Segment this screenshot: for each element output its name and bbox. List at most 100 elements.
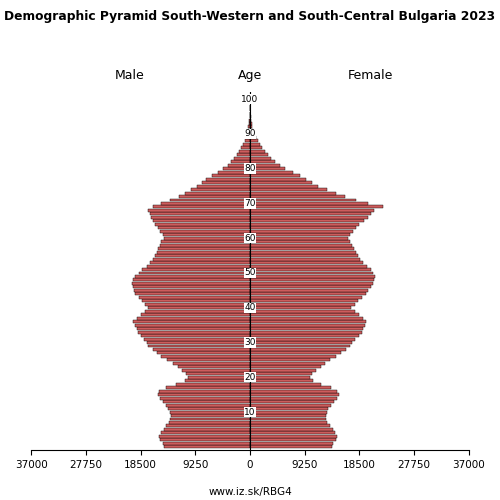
Bar [166, 404, 250, 406]
Text: 80: 80 [244, 164, 256, 173]
Bar [250, 380, 312, 382]
Bar [179, 195, 250, 198]
Bar [156, 250, 250, 254]
Bar [250, 428, 332, 431]
Bar [250, 313, 358, 316]
Bar [191, 188, 250, 191]
Text: 30: 30 [244, 338, 256, 347]
Bar [250, 160, 276, 163]
Bar [158, 247, 250, 250]
Bar [250, 223, 360, 226]
Bar [133, 286, 250, 288]
Bar [168, 358, 250, 362]
Bar [171, 414, 250, 417]
Bar [241, 146, 250, 150]
Bar [250, 414, 326, 417]
Bar [250, 320, 366, 323]
Text: 90: 90 [244, 130, 256, 138]
Text: 10: 10 [244, 408, 256, 416]
Bar [148, 306, 250, 309]
Bar [250, 306, 351, 309]
Bar [164, 428, 250, 431]
Bar [197, 184, 250, 188]
Bar [250, 286, 370, 288]
Bar [250, 300, 358, 302]
Bar [250, 330, 362, 334]
Bar [250, 261, 364, 264]
Bar [250, 324, 365, 326]
Bar [152, 206, 250, 208]
Bar [162, 442, 250, 445]
Bar [250, 386, 331, 389]
Text: 50: 50 [244, 268, 256, 278]
Bar [166, 424, 250, 428]
Bar [243, 143, 250, 146]
Bar [250, 154, 268, 156]
Bar [150, 261, 250, 264]
Bar [250, 195, 344, 198]
Bar [162, 240, 250, 243]
Bar [188, 376, 250, 379]
Bar [250, 358, 330, 362]
Bar [250, 372, 312, 376]
Bar [164, 236, 250, 240]
Bar [250, 122, 252, 125]
Bar [145, 303, 250, 306]
Bar [250, 209, 374, 212]
Bar [162, 202, 250, 205]
Bar [250, 289, 368, 292]
Bar [250, 184, 318, 188]
Bar [250, 410, 327, 414]
Bar [144, 338, 250, 340]
Bar [250, 268, 370, 271]
Text: www.iz.sk/RBG4: www.iz.sk/RBG4 [208, 487, 292, 497]
Bar [250, 146, 262, 150]
Bar [158, 226, 250, 230]
Bar [159, 390, 250, 392]
Bar [132, 282, 250, 285]
Bar [146, 341, 250, 344]
Bar [250, 432, 335, 434]
Bar [250, 341, 352, 344]
Bar [250, 407, 328, 410]
Bar [170, 198, 250, 202]
Bar [160, 244, 250, 246]
Bar [150, 216, 250, 219]
Bar [150, 212, 250, 216]
Bar [250, 198, 356, 202]
Bar [250, 240, 350, 243]
Bar [240, 150, 250, 153]
Bar [176, 382, 250, 386]
Bar [250, 393, 338, 396]
Bar [169, 421, 250, 424]
Text: 40: 40 [244, 303, 256, 312]
Bar [244, 140, 250, 142]
Bar [185, 192, 250, 194]
Bar [178, 366, 250, 368]
Bar [202, 181, 250, 184]
Text: 70: 70 [244, 199, 256, 208]
Bar [142, 268, 250, 271]
Bar [250, 129, 254, 132]
Bar [250, 421, 328, 424]
Bar [250, 278, 374, 281]
Bar [170, 410, 250, 414]
Bar [160, 230, 250, 232]
Bar [250, 404, 331, 406]
Bar [250, 292, 366, 296]
Bar [250, 236, 348, 240]
Bar [135, 324, 250, 326]
Bar [250, 446, 332, 448]
Bar [250, 366, 321, 368]
Bar [148, 209, 250, 212]
Bar [250, 230, 354, 232]
Bar [249, 118, 250, 122]
Bar [158, 393, 250, 396]
Bar [250, 400, 334, 403]
Bar [250, 202, 368, 205]
Bar [135, 292, 250, 296]
Bar [247, 132, 250, 136]
Text: Age: Age [238, 69, 262, 82]
Bar [250, 362, 325, 365]
Bar [250, 435, 337, 438]
